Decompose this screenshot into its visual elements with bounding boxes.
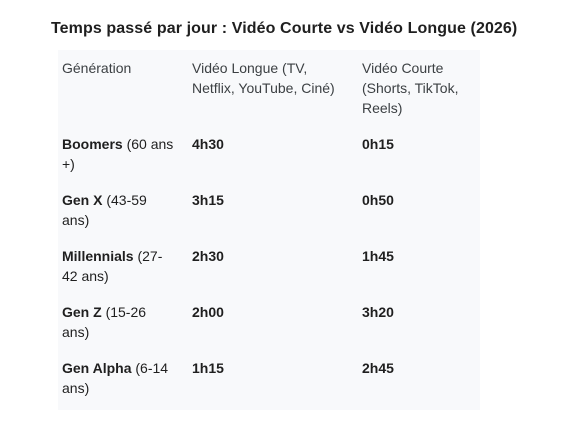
- long-video-time: 1h15: [192, 360, 224, 376]
- table-row-generation: Millennials (27-42 ans): [62, 246, 174, 286]
- generation-name: Boomers: [62, 136, 123, 152]
- generation-age: (60 ans +): [62, 136, 174, 172]
- generation-age: (15-26 ans): [62, 304, 147, 340]
- generation-name: Gen X: [62, 192, 103, 208]
- table-row-generation: Gen Z (15-26 ans): [62, 302, 174, 342]
- table-row-generation: Gen X (43-59 ans): [62, 190, 174, 230]
- table-row-generation: Gen Alpha (6-14 ans): [62, 358, 174, 398]
- data-table: Génération Vidéo Longue (TV, Netflix, Yo…: [58, 50, 480, 410]
- table-row-generation: Boomers (60 ans +): [62, 134, 174, 174]
- table-title: Temps passé par jour : Vidéo Courte vs V…: [51, 20, 518, 37]
- generation-name: Gen Z: [62, 304, 102, 320]
- generation-age: (43-59 ans): [62, 192, 147, 228]
- column-header-short-video: Vidéo Courte (Shorts, TikTok, Reels): [362, 60, 459, 116]
- generation-name: Gen Alpha: [62, 360, 132, 376]
- long-video-time: 2h30: [192, 248, 224, 264]
- long-video-time: 4h30: [192, 136, 224, 152]
- column-header-long-video: Vidéo Longue (TV, Netflix, YouTube, Ciné…: [192, 60, 335, 96]
- generation-age: (27-42 ans): [62, 248, 163, 284]
- short-video-time: 3h20: [362, 304, 394, 320]
- generation-name: Millennials: [62, 248, 134, 264]
- long-video-time: 3h15: [192, 192, 224, 208]
- short-video-time: 0h50: [362, 192, 394, 208]
- column-header-generation: Génération: [62, 60, 132, 76]
- short-video-time: 1h45: [362, 248, 394, 264]
- short-video-time: 0h15: [362, 136, 394, 152]
- generation-age: (6-14 ans): [62, 360, 169, 396]
- long-video-time: 2h00: [192, 304, 224, 320]
- short-video-time: 2h45: [362, 360, 394, 376]
